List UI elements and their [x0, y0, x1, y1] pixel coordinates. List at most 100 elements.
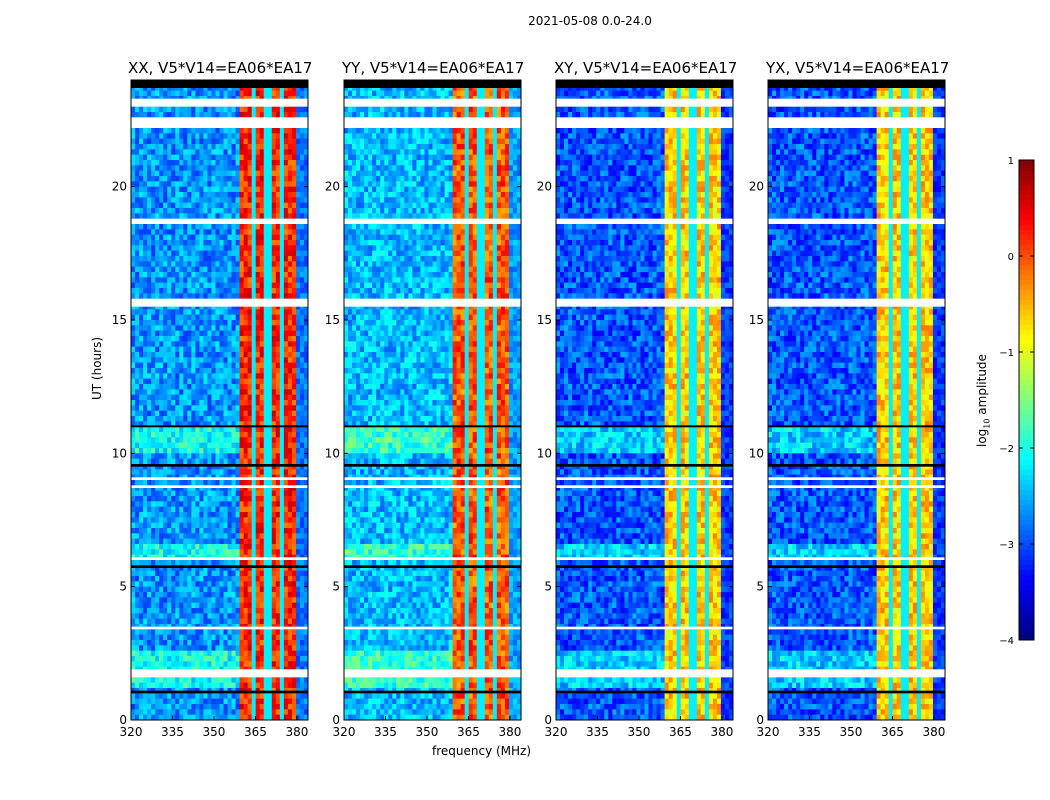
heatmap-cell: [288, 560, 292, 566]
heatmap-cell: [276, 165, 280, 171]
heatmap-cell: [191, 549, 195, 555]
heatmap-cell: [300, 368, 304, 374]
heatmap-cell: [183, 629, 187, 635]
heatmap-cell: [284, 677, 288, 683]
heatmap-cell: [175, 400, 179, 406]
heatmap-cell: [143, 309, 147, 315]
heatmap-cell: [264, 480, 268, 486]
heatmap-cell: [159, 544, 163, 550]
heatmap-cell: [171, 651, 175, 657]
heatmap-cell: [167, 629, 171, 635]
heatmap-cell: [191, 288, 195, 294]
heatmap-cell: [183, 603, 187, 609]
heatmap-cell: [195, 149, 199, 155]
heatmap-cell: [147, 533, 151, 539]
heatmap-cell: [159, 533, 163, 539]
heatmap-cell: [183, 683, 187, 689]
heatmap-cell: [276, 597, 280, 603]
heatmap-cell: [228, 507, 232, 513]
heatmap-cell: [264, 613, 268, 619]
heatmap-cell: [195, 549, 199, 555]
heatmap-cell: [288, 395, 292, 401]
heatmap-cell: [300, 523, 304, 529]
heatmap-cell: [191, 107, 195, 113]
heatmap-cell: [284, 592, 288, 598]
heatmap-cell: [220, 336, 224, 342]
heatmap-cell: [296, 213, 300, 219]
heatmap-cell: [292, 293, 296, 299]
heatmap-cell: [296, 549, 300, 555]
heatmap-cell: [191, 384, 195, 390]
heatmap-cell: [252, 384, 256, 390]
heatmap-cell: [252, 571, 256, 577]
heatmap-cell: [280, 528, 284, 534]
heatmap-cell: [248, 587, 252, 593]
heatmap-cell: [248, 533, 252, 539]
heatmap-cell: [276, 373, 280, 379]
heatmap-cell: [268, 592, 272, 598]
heatmap-cell: [240, 251, 244, 257]
heatmap-cell: [139, 432, 143, 438]
heatmap-cell: [256, 368, 260, 374]
heatmap-cell: [171, 512, 175, 518]
heatmap-cell: [135, 165, 139, 171]
heatmap-cell: [276, 389, 280, 395]
heatmap-cell: [248, 453, 252, 459]
heatmap-cell: [268, 181, 272, 187]
heatmap-cell: [236, 155, 240, 161]
heatmap-cell: [300, 160, 304, 166]
heatmap-cell: [236, 528, 240, 534]
heatmap-cell: [264, 619, 268, 625]
heatmap-cell: [199, 517, 203, 523]
heatmap-cell: [179, 619, 183, 625]
heatmap-cell: [240, 373, 244, 379]
heatmap-cell: [171, 187, 175, 193]
heatmap-cell: [191, 389, 195, 395]
heatmap-cell: [151, 224, 155, 230]
heatmap-cell: [139, 240, 143, 246]
heatmap-cell: [143, 480, 147, 486]
heatmap-cell: [280, 240, 284, 246]
heatmap-cell: [203, 544, 207, 550]
heatmap-cell: [252, 539, 256, 545]
heatmap-cell: [143, 459, 147, 465]
heatmap-cell: [199, 341, 203, 347]
heatmap-cell: [248, 459, 252, 465]
heatmap-cell: [296, 283, 300, 289]
heatmap-cell: [272, 507, 276, 513]
heatmap-cell: [264, 320, 268, 326]
heatmap-cell: [179, 528, 183, 534]
heatmap-cell: [224, 528, 228, 534]
heatmap-cell: [288, 267, 292, 273]
heatmap-cell: [183, 352, 187, 358]
heatmap-cell: [179, 437, 183, 443]
heatmap-cell: [220, 208, 224, 214]
heatmap-cell: [252, 315, 256, 321]
heatmap-cell: [171, 357, 175, 363]
heatmap-cell: [151, 629, 155, 635]
heatmap-cell: [199, 272, 203, 278]
heatmap-cell: [171, 395, 175, 401]
heatmap-cell: [284, 357, 288, 363]
heatmap-cell: [252, 91, 256, 97]
heatmap-cell: [268, 112, 272, 118]
heatmap-cell: [199, 192, 203, 198]
heatmap-cell: [207, 357, 211, 363]
heatmap-cell: [272, 635, 276, 641]
heatmap-cell: [147, 411, 151, 417]
heatmap-cell: [215, 224, 219, 230]
heatmap-cell: [248, 549, 252, 555]
heatmap-cell: [232, 549, 236, 555]
heatmap-cell: [199, 427, 203, 433]
heatmap-cell: [151, 656, 155, 662]
heatmap-cell: [147, 213, 151, 219]
heatmap-cell: [167, 608, 171, 614]
heatmap-cell: [296, 389, 300, 395]
heatmap-cell: [280, 677, 284, 683]
heatmap-cell: [183, 544, 187, 550]
heatmap-cell: [296, 533, 300, 539]
heatmap-cell: [203, 160, 207, 166]
heatmap-cell: [240, 176, 244, 182]
heatmap-cell: [211, 272, 215, 278]
heatmap-cell: [159, 528, 163, 534]
